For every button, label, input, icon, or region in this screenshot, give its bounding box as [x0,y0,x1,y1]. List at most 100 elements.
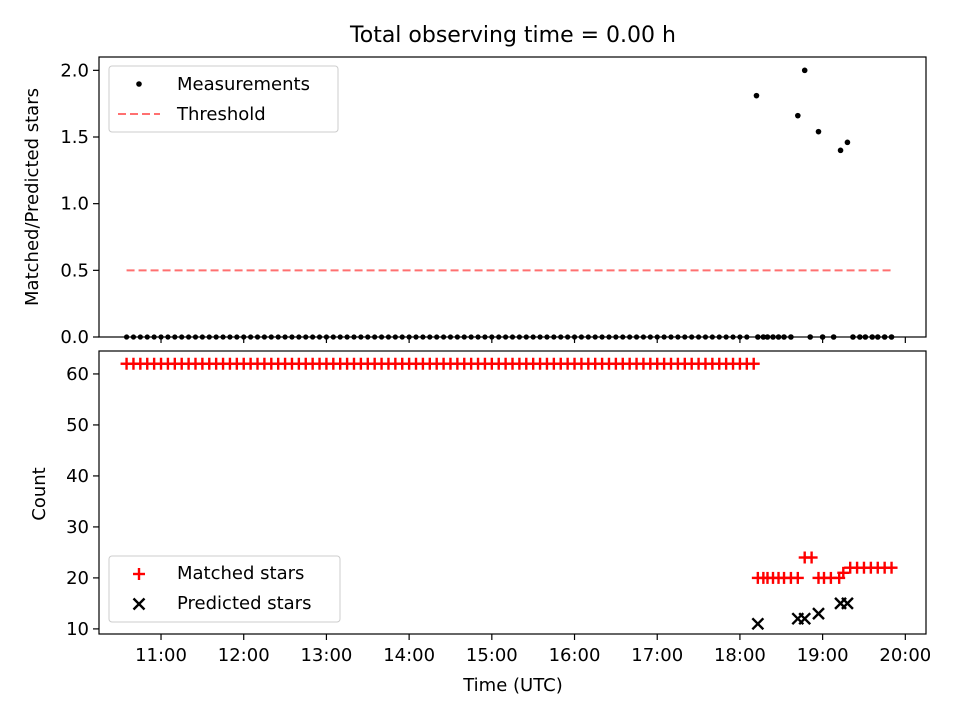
x-tick-label: 20:00 [879,645,931,666]
count-plot-x-axis: 11:00 12:00 13:00 14:00 15:00 16:00 17:00 18:00… [135,634,931,666]
measurement-point [530,334,536,340]
measurement-point [578,334,585,340]
measurement-point [888,334,895,340]
ratio-y-tick-label: 1.5 [60,127,89,148]
predicted-stars-point [798,612,812,626]
measurement-point [544,334,550,340]
measurement-point [788,334,794,340]
ratio-y-tick-label: 2.0 [60,60,89,81]
ratio-y-tick-label: 0.5 [60,260,89,281]
matched-stars-point [791,571,804,584]
measurement-point [775,334,782,340]
measurement-point [716,334,722,340]
measurement-point [475,334,481,340]
count-y-tick-label: 40 [66,466,89,487]
matched-stars-point [837,566,850,579]
predicted-stars-point [812,607,825,620]
measurement-point [420,334,426,340]
ratio-y-tick-label: 0.0 [60,327,89,348]
measurement-point [385,334,392,340]
count-plot-legend: Matched stars Predicted stars [108,555,341,623]
x-tick-label: 16:00 [549,645,601,666]
measurement-point [781,334,787,340]
measurement-point [503,334,509,340]
count-plot-legend-box [108,555,341,623]
measurement-point [606,334,612,340]
measurement-point [351,334,357,340]
measurement-point [213,334,219,340]
measurement-point [440,334,447,340]
measurement-point [837,147,844,154]
legend-measurements-label: Measurements [177,74,310,95]
measurement-point [399,334,405,340]
measurement-point [537,334,543,340]
measurement-point [392,334,398,340]
measurement-point [372,334,378,340]
measurement-point [755,334,761,340]
measurement-point [633,334,640,340]
count-plot-y-label: Count [29,467,50,520]
measurement-point [585,334,591,340]
measurement-point [234,334,240,340]
x-tick-label: 14:00 [383,645,435,666]
measurement-point [330,334,336,340]
measurement-point [337,334,343,340]
measurement-point [850,334,856,340]
measurement-point [801,67,808,74]
measurement-point [130,334,137,340]
measurement-point [344,334,350,340]
measurement-point [179,334,185,340]
measurement-point [523,334,529,340]
measurement-point [261,334,267,340]
count-plot-y-axis: 10 20 30 40 50 60 [66,364,99,640]
measurement-point [199,334,205,340]
measurement-point [454,334,460,340]
measurement-point [551,334,557,340]
measurement-point [807,334,814,340]
x-tick-label: 15:00 [466,645,518,666]
measurement-point [227,334,233,340]
measurement-point [753,92,760,99]
measurement-point [661,334,667,340]
measurement-point [447,334,454,340]
count-y-tick-label: 60 [66,364,89,385]
measurement-point [268,334,274,340]
measurement-point [862,334,869,340]
x-tick-label: 11:00 [135,645,187,666]
predicted-stars-point [751,617,765,631]
ratio-plot-legend: Measurements Threshold [108,65,339,133]
measurement-point [599,334,605,340]
measurement-point [516,334,522,340]
ratio-y-tick-label: 1.0 [60,194,89,215]
measurement-point [744,334,750,340]
measurement-point [815,128,822,135]
count-plot: 10 20 30 40 50 60 11:00 12:00 13:00 14:00 15:00 16… [29,350,931,696]
measurement-point [682,334,688,340]
ratio-plot-legend-box [108,65,339,133]
legend-matched-plus-icon [133,568,145,580]
measurement-point [172,334,178,340]
measurement-point [627,334,633,340]
legend-predicted-x-icon [132,597,146,611]
ratio-plot: 0.00.51.01.52.0 Matched/Predicted stars … [22,56,927,348]
measurement-point [137,334,143,340]
count-y-tick-label: 50 [66,415,89,436]
measurement-point [123,334,130,340]
measurement-point [378,334,385,340]
x-tick-label: 17:00 [631,645,683,666]
measurement-point [144,334,150,340]
measurement-point [509,334,516,340]
matched-stars-point [747,357,760,370]
measurement-point [723,334,729,340]
measurement-point [248,334,254,340]
measurement-point [770,334,776,340]
measurement-point [468,334,474,340]
legend-measurements-dot-icon [136,81,142,87]
measurement-point [702,334,709,340]
matched-stars-point [885,561,898,574]
ratio-plot-y-axis: 0.0 0.5 1.0 1.5 2.0 [60,60,99,348]
measurement-point [647,334,653,340]
measurement-point [830,334,837,340]
ratio-plot-y-label: Matched/Predicted stars [22,88,43,306]
